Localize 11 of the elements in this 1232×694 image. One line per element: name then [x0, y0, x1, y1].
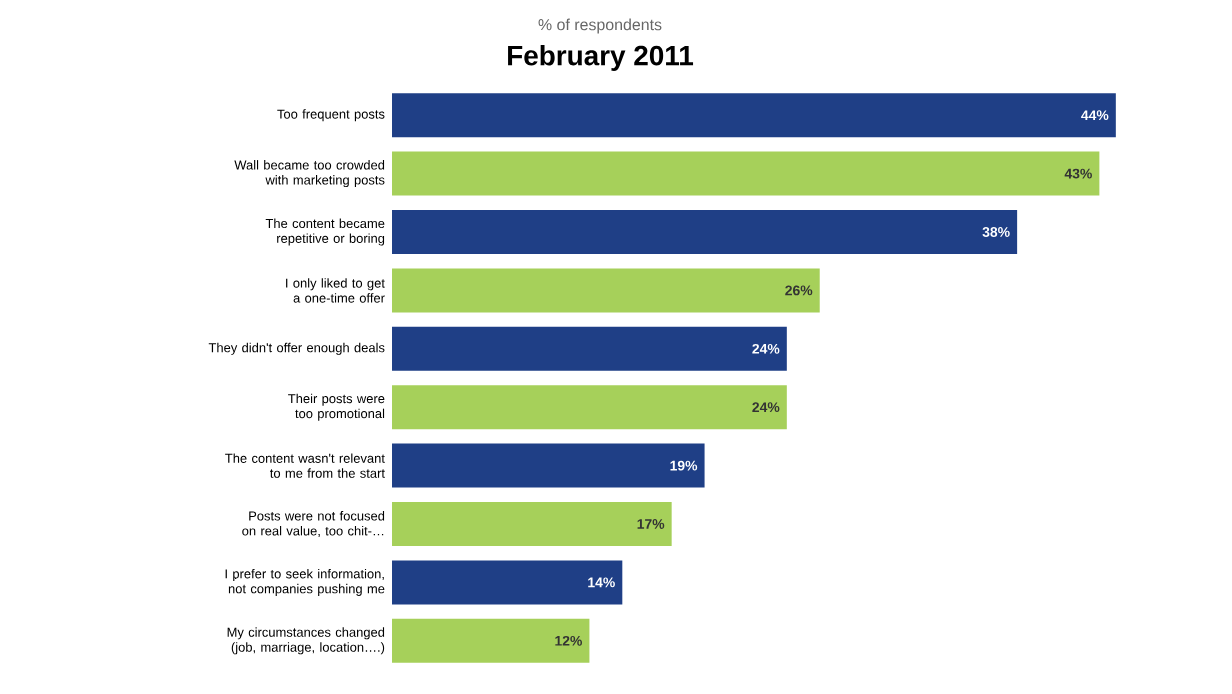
- bar: [392, 443, 705, 488]
- bar: [392, 618, 590, 663]
- bar: [392, 210, 1018, 255]
- bar: [392, 502, 672, 547]
- bar: [392, 93, 1116, 138]
- bar: [392, 560, 623, 605]
- chart-title: February 2011: [508, 44, 694, 71]
- bar: [392, 326, 787, 371]
- bar: [392, 151, 1100, 196]
- bar: [392, 268, 820, 313]
- bar: [392, 385, 787, 430]
